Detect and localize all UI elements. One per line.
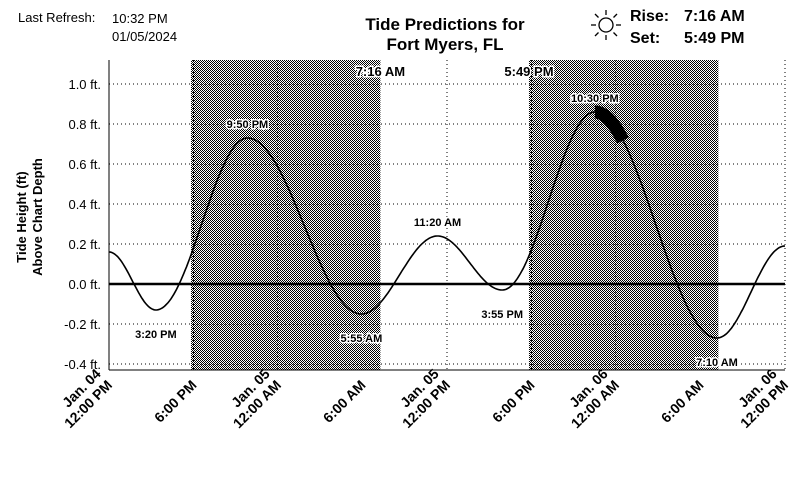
y-tick-label-3: 0.4 ft. bbox=[68, 197, 101, 212]
extreme-label-7: 7:10 AM bbox=[696, 357, 738, 369]
y-tick-label-7: -0.4 ft. bbox=[64, 357, 101, 372]
page-title: Tide Predictions for Fort Myers, FL bbox=[300, 15, 590, 55]
x-tick-label-7-line-0: 6:00 AM bbox=[658, 377, 707, 426]
x-tick-label-5-line-0: 6:00 PM bbox=[489, 377, 538, 426]
last-refresh-date: 01/05/2024 bbox=[112, 29, 178, 44]
extreme-label-4: 11:20 AM bbox=[414, 217, 461, 229]
x-tick-label-1: 6:00 PM bbox=[151, 377, 200, 426]
sunset-label: Set: bbox=[630, 30, 661, 47]
x-tick-label-7: 6:00 AM bbox=[658, 377, 707, 426]
sun-icon bbox=[588, 8, 624, 47]
sun-chart-label-1: 5:49 PM bbox=[504, 64, 553, 79]
title-line-1: Tide Predictions for bbox=[365, 15, 525, 34]
tide-curve bbox=[108, 111, 786, 339]
y-tick-label-6: -0.2 ft. bbox=[64, 317, 101, 332]
extreme-label-6: 10:30 PM bbox=[571, 93, 619, 105]
y-tick-label-1: 0.8 ft. bbox=[68, 117, 101, 132]
extreme-label-3: 5:55 AM bbox=[340, 333, 382, 345]
last-refresh-time: 10:32 PM bbox=[112, 11, 168, 26]
y-tick-label-0: 1.0 ft. bbox=[68, 77, 101, 92]
x-tick-label-1-line-0: 6:00 PM bbox=[151, 377, 200, 426]
last-refresh-value: 10:32 PM 01/05/2024 bbox=[112, 10, 177, 46]
x-tick-label-3-line-0: 6:00 AM bbox=[320, 377, 369, 426]
night-band-0 bbox=[190, 60, 381, 370]
last-refresh-label: Last Refresh: bbox=[18, 10, 96, 25]
sunset-time: 5:49 PM bbox=[684, 30, 745, 47]
sunrise-label: Rise: bbox=[630, 8, 670, 25]
sunrise-time: 7:16 AM bbox=[684, 8, 745, 25]
title-line-2: Fort Myers, FL bbox=[386, 35, 504, 54]
extreme-label-5: 3:55 PM bbox=[481, 309, 523, 321]
extreme-label-1: 3:20 PM bbox=[135, 329, 177, 341]
extreme-label-2: 9:50 PM bbox=[227, 119, 269, 131]
y-tick-label-2: 0.6 ft. bbox=[68, 157, 101, 172]
y-axis-label-line1: Tide Height (ft) bbox=[14, 171, 29, 262]
y-axis-label-line2: Above Chart Depth bbox=[30, 158, 45, 276]
current-tide-segment bbox=[594, 105, 629, 144]
sun-chart-label-0: 7:16 AM bbox=[356, 64, 405, 79]
x-tick-label-5: 6:00 PM bbox=[489, 377, 538, 426]
night-band-1 bbox=[528, 60, 719, 370]
x-tick-label-3: 6:00 AM bbox=[320, 377, 369, 426]
y-tick-label-5: 0.0 ft. bbox=[68, 277, 101, 292]
y-tick-label-4: 0.2 ft. bbox=[68, 237, 101, 252]
